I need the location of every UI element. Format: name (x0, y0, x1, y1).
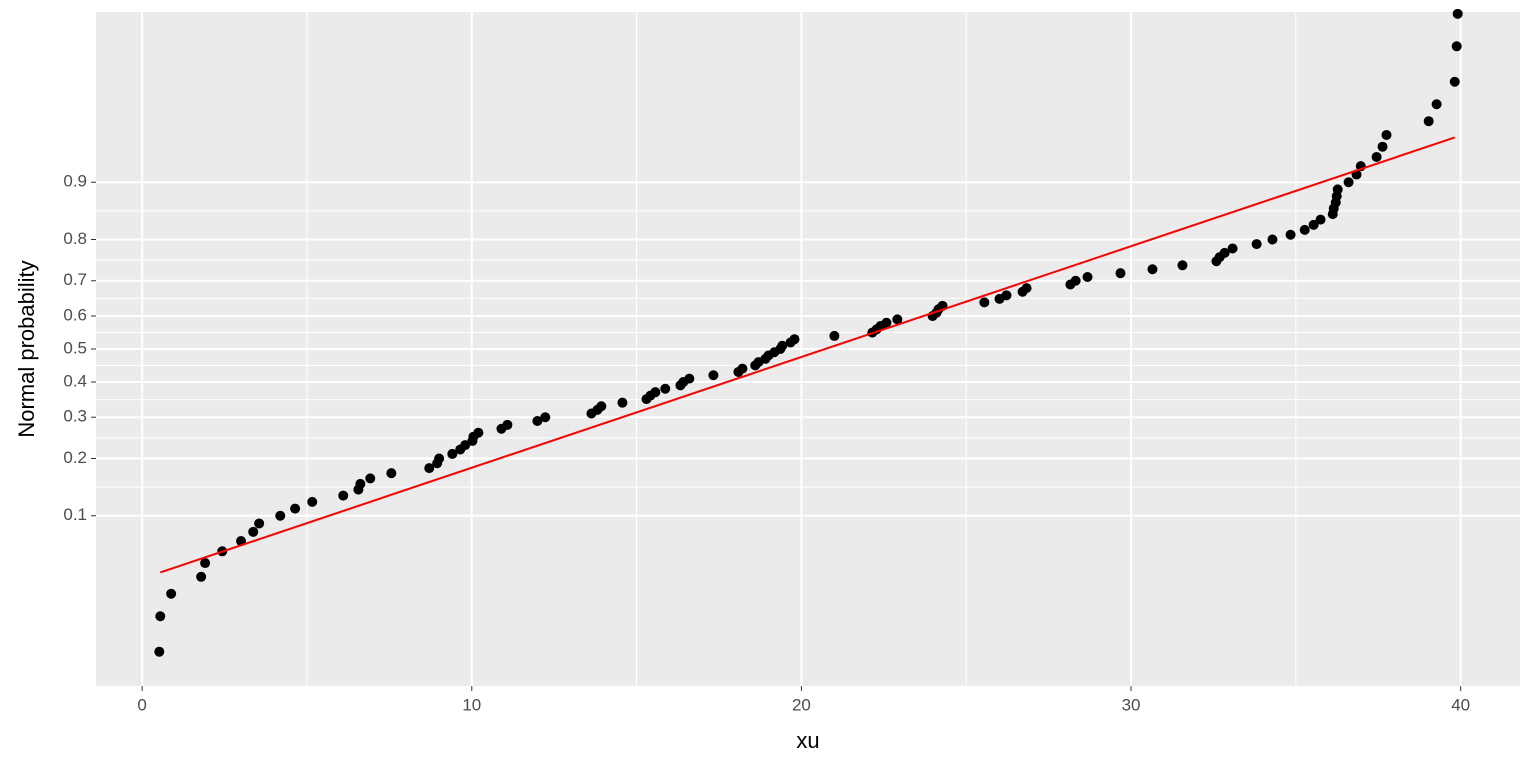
x-tick-label: 20 (792, 695, 811, 714)
point (684, 373, 695, 384)
point (254, 518, 265, 529)
point (979, 297, 990, 308)
x-axis-title: xu (796, 728, 819, 753)
x-tick-label: 40 (1451, 695, 1470, 714)
point (1177, 260, 1188, 271)
point (365, 473, 376, 484)
point (1315, 214, 1326, 225)
point (1308, 219, 1319, 230)
point (650, 387, 661, 398)
point (596, 401, 607, 412)
x-tick-label: 10 (462, 695, 481, 714)
point (1267, 234, 1278, 245)
point (1021, 283, 1032, 294)
point (1299, 224, 1310, 235)
point (355, 478, 366, 489)
point (708, 370, 719, 381)
point (617, 397, 628, 408)
point (1001, 290, 1012, 301)
x-tick-label: 30 (1122, 695, 1141, 714)
point (200, 558, 211, 569)
y-tick-label: 0.2 (63, 448, 87, 467)
point (1451, 41, 1462, 52)
point (1449, 76, 1460, 87)
point (290, 503, 301, 514)
point (460, 440, 471, 451)
point (737, 363, 748, 374)
point (1377, 141, 1388, 152)
point (1452, 8, 1463, 19)
point (473, 427, 484, 438)
point (1251, 239, 1262, 250)
point (1343, 177, 1354, 188)
point (1423, 116, 1434, 127)
point (1381, 129, 1392, 140)
point (1147, 264, 1158, 275)
y-tick-label: 0.8 (63, 229, 87, 248)
point (881, 317, 892, 328)
point (1115, 268, 1126, 279)
point (386, 468, 397, 479)
y-tick-label: 0.4 (63, 371, 87, 390)
point (789, 334, 800, 345)
point (338, 490, 349, 501)
point (892, 314, 903, 325)
x-tick-label: 0 (137, 695, 146, 714)
point (1082, 271, 1093, 282)
fit-line (159, 136, 1456, 574)
point (434, 453, 445, 464)
point (1070, 275, 1081, 286)
point (154, 646, 165, 657)
point (540, 412, 551, 423)
point (424, 463, 435, 474)
point (1371, 151, 1382, 162)
y-tick-label: 0.5 (63, 338, 87, 357)
point (447, 448, 458, 459)
point (1431, 99, 1442, 110)
point (532, 416, 543, 427)
point (248, 526, 259, 537)
point (1332, 184, 1343, 195)
point (1219, 247, 1230, 258)
y-axis-title: Normal probability (14, 260, 39, 437)
y-tick-label: 0.1 (63, 505, 87, 524)
y-tick-label: 0.9 (63, 172, 87, 191)
point (829, 330, 840, 341)
point (307, 496, 318, 507)
point (275, 510, 286, 521)
y-tick-label: 0.7 (63, 270, 87, 289)
point (502, 419, 513, 430)
point (660, 383, 671, 394)
point (1227, 243, 1238, 254)
y-tick-label: 0.6 (63, 306, 87, 325)
point (196, 571, 207, 582)
point (166, 588, 177, 599)
point (1285, 229, 1296, 240)
point (777, 340, 788, 351)
point (155, 611, 166, 622)
y-tick-label: 0.3 (63, 407, 87, 426)
